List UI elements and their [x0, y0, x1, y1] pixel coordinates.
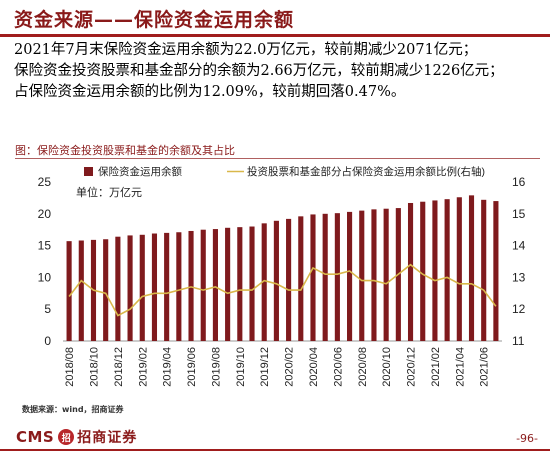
- x-tick-label: 2019/06: [186, 347, 198, 387]
- x-tick-label: 2021/02: [430, 347, 442, 387]
- x-tick-label: 2020/02: [284, 347, 296, 387]
- data-source: 数据来源：wind，招商证券: [22, 405, 124, 414]
- bar: [481, 199, 487, 341]
- bar: [78, 240, 84, 341]
- chart-title-divider: [15, 158, 540, 159]
- logo-mark-icon: 招: [58, 429, 75, 445]
- y-right-tick-label: 12: [512, 302, 526, 316]
- summary-line: 2021年7月末保险资金运用余额为22.0万亿元，较前期减少2071亿元；: [14, 42, 478, 58]
- bar: [151, 233, 158, 341]
- x-tick-label: 2019/02: [137, 347, 149, 387]
- logo-text: CMS: [16, 428, 55, 446]
- x-tick-label: 2021/04: [454, 347, 466, 387]
- chart-title: 图：保险资金投资股票和基金的余额及其占比: [15, 144, 235, 157]
- x-tick-label: 2019/04: [162, 347, 174, 387]
- y-right-tick-label: 15: [512, 207, 526, 221]
- bar: [66, 241, 72, 341]
- bar: [322, 213, 328, 341]
- x-tick-label: 2018/08: [64, 347, 76, 387]
- footer-divider: [0, 449, 550, 451]
- bar: [407, 202, 414, 341]
- bar: [164, 232, 170, 341]
- y-left-tick-label: 20: [38, 207, 52, 221]
- bar: [237, 227, 243, 341]
- chart: 0 5 10 15 20 25 11 12 13 14 15 16 2018/08 2018/10 2018…: [38, 165, 526, 387]
- x-tick-label: 2020/12: [406, 347, 418, 387]
- bar: [139, 234, 145, 341]
- x-tick-label: 2018/12: [113, 347, 125, 387]
- x-tick-label: 2020/08: [357, 347, 369, 387]
- bar: [115, 236, 121, 341]
- y-right-tick-label: 16: [512, 175, 526, 189]
- x-tick-label: 2018/10: [88, 347, 100, 387]
- summary-line: 占保险资金运用余额的比例为12.09%，较前期回落0.47%。: [14, 84, 406, 100]
- header: 资金来源——保险资金运用余额: [0, 0, 550, 37]
- page-title: 资金来源——保险资金运用余额: [14, 9, 295, 31]
- bar: [212, 229, 218, 341]
- title-divider: [0, 34, 550, 37]
- summary-line: 保险资金投资股票和基金部分的余额为2.66万亿元，较前期减少1226亿元；: [14, 63, 504, 79]
- company-logo: CMS 招 招商证券: [16, 427, 137, 447]
- bar: [456, 197, 462, 341]
- bar: [273, 220, 279, 341]
- bar: [261, 223, 267, 341]
- x-tick-label: 2019/10: [235, 347, 247, 387]
- legend-bar-label: 保险资金运用余额: [98, 165, 182, 178]
- x-tick-label: 2020/04: [308, 347, 320, 387]
- bar: [249, 226, 255, 341]
- unit-label: 单位：万亿元: [76, 185, 142, 199]
- x-tick-label: 2021/06: [479, 347, 491, 387]
- bar: [225, 227, 231, 341]
- bar: [420, 201, 426, 341]
- bar: [127, 235, 133, 341]
- bar: [371, 209, 377, 341]
- bar: [347, 211, 353, 341]
- bar: [176, 232, 182, 341]
- bar: [334, 213, 340, 341]
- bar: [432, 200, 438, 341]
- x-tick-label: 2020/06: [332, 347, 344, 387]
- bar: [468, 195, 475, 341]
- y-left-tick-label: 10: [38, 270, 52, 284]
- y-left-tick-label: 15: [38, 239, 52, 253]
- bar: [383, 208, 389, 341]
- bar: [310, 214, 316, 341]
- bar: [200, 229, 206, 341]
- bar: [188, 230, 194, 341]
- legend-line-label: 投资股票和基金部分占保险资金运用余额比例(右轴): [247, 165, 485, 178]
- bar: [286, 218, 292, 341]
- y-right-tick-label: 14: [512, 239, 526, 253]
- x-tick-label: 2020/10: [381, 347, 393, 387]
- y-right-tick-label: 11: [512, 334, 525, 348]
- bar: [444, 199, 450, 341]
- page-number: -96-: [516, 432, 538, 445]
- x-tick-label: 2019/08: [210, 347, 222, 387]
- x-tick-label: 2019/12: [259, 347, 271, 387]
- y-right-tick-label: 13: [512, 270, 526, 284]
- y-left-tick-label: 25: [38, 175, 52, 189]
- bar: [298, 216, 304, 341]
- bar: [103, 239, 109, 341]
- summary: 2021年7月末保险资金运用余额为22.0万亿元，较前期减少2071亿元； 保险…: [14, 40, 546, 103]
- ratio-line: [68, 263, 497, 317]
- logo-chinese-name: 招商证券: [77, 430, 138, 446]
- bar: [493, 201, 499, 341]
- y-left-tick-label: 0: [44, 334, 51, 348]
- y-left-tick-label: 5: [44, 302, 51, 316]
- legend-bar-swatch: [84, 167, 93, 176]
- bar: [359, 210, 365, 341]
